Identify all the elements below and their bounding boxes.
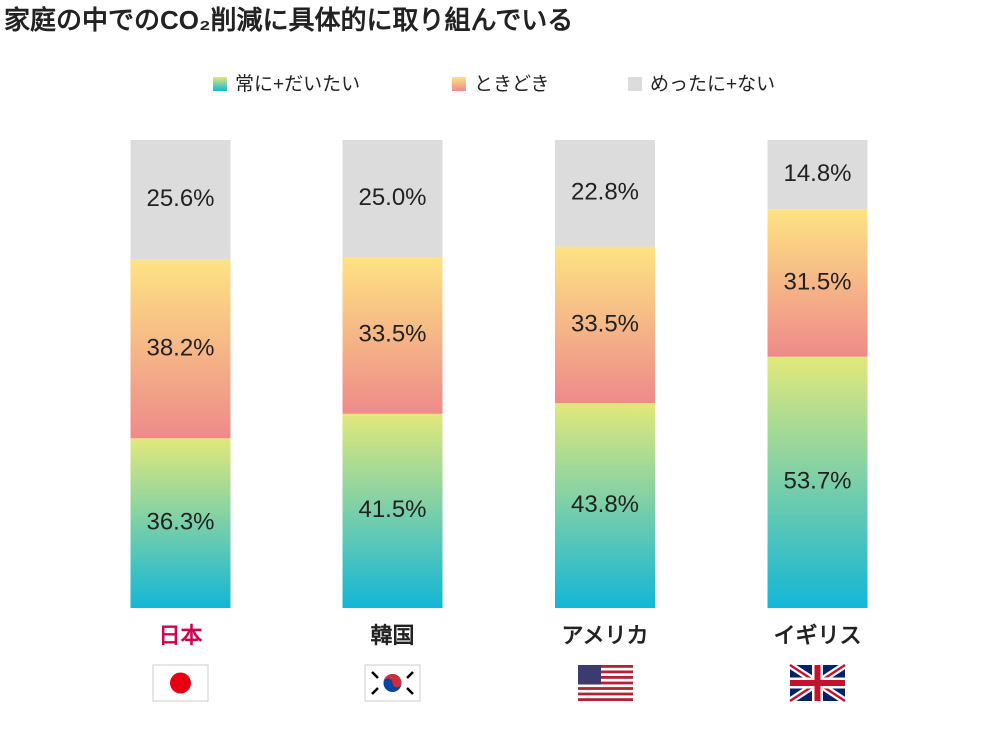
- bar-segment: [767, 140, 868, 210]
- legend-swatch: [452, 77, 466, 91]
- bar-segment: [767, 209, 868, 357]
- bar-segment: [130, 140, 231, 260]
- legend-label: 常に+だいたい: [235, 73, 360, 95]
- flag-korea: [364, 664, 421, 702]
- value-label: 33.5%: [358, 321, 426, 348]
- bar-segment: [342, 413, 443, 608]
- category-label: アメリカ: [562, 623, 649, 648]
- value-label: 22.8%: [571, 179, 639, 206]
- bar-segment: [555, 403, 655, 608]
- value-label: 25.6%: [146, 185, 214, 212]
- bar-segment: [555, 246, 655, 404]
- flag-uk: [788, 662, 847, 704]
- bar-segment: [130, 259, 231, 439]
- value-label: 33.5%: [571, 310, 639, 337]
- flag-japan: [152, 664, 209, 702]
- bar-segment: [767, 356, 868, 608]
- value-label: 53.7%: [783, 468, 851, 495]
- category-label: 日本: [158, 623, 202, 648]
- legend-swatch: [628, 77, 642, 91]
- value-label: 14.8%: [783, 160, 851, 187]
- value-label: 31.5%: [783, 268, 851, 295]
- bar-segment: [130, 438, 231, 608]
- legend-swatch: [213, 77, 227, 91]
- flag-usa: [578, 665, 633, 701]
- legend-label: ときどき: [474, 73, 549, 95]
- bar-segment: [342, 140, 443, 257]
- value-label: 25.0%: [358, 184, 426, 211]
- bar-segment: [555, 140, 655, 247]
- category-label: イギリス: [773, 623, 861, 648]
- chart-title: 家庭の中でのCO₂削減に具体的に取り組んでいる: [4, 5, 573, 35]
- category-label: 韓国: [370, 623, 414, 648]
- value-label: 41.5%: [358, 496, 426, 523]
- value-label: 38.2%: [146, 334, 214, 361]
- value-label: 43.8%: [571, 491, 639, 518]
- legend-label: めったに+ない: [650, 74, 775, 95]
- bar-segment: [342, 257, 443, 414]
- value-label: 36.3%: [146, 508, 214, 535]
